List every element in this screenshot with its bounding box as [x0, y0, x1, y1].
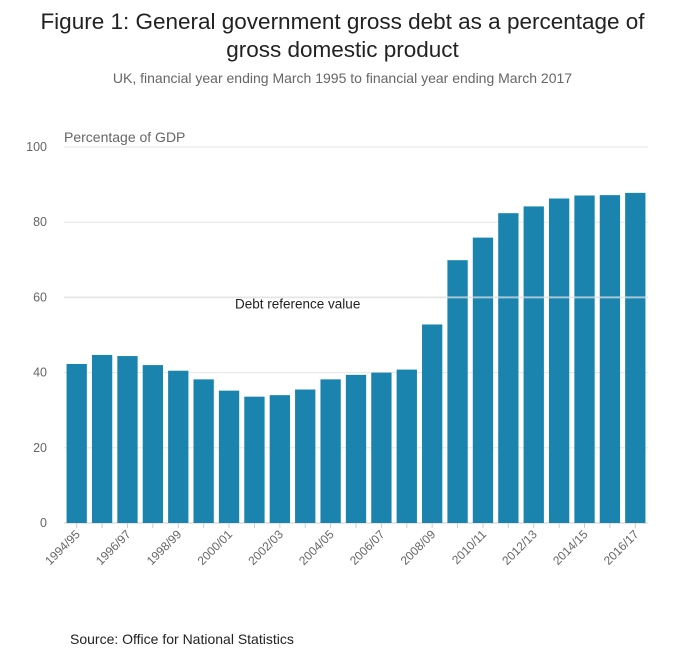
- x-tick-label: 2008/09: [398, 527, 439, 568]
- bar: [574, 195, 595, 523]
- bar: [345, 374, 367, 523]
- x-tick-label: 1994/95: [42, 527, 83, 568]
- bar: [117, 356, 138, 523]
- x-tick-label: 2016/17: [601, 527, 642, 568]
- bar: [295, 389, 316, 523]
- x-tick-label: 2000/01: [195, 527, 236, 568]
- bar: [599, 195, 621, 524]
- bar: [422, 324, 443, 523]
- bar: [193, 379, 214, 523]
- bar: [548, 198, 570, 523]
- y-axis-label: Percentage of GDP: [64, 129, 186, 145]
- bar: [142, 365, 164, 523]
- bar: [498, 213, 519, 523]
- x-tick-label: 2010/11: [449, 527, 489, 567]
- y-tick-label: 20: [33, 441, 47, 455]
- y-tick-label: 40: [33, 366, 47, 380]
- y-tick-label: 80: [33, 215, 47, 229]
- bar: [168, 370, 189, 523]
- bar: [66, 363, 87, 523]
- bar: [396, 369, 417, 523]
- chart-subtitle: UK, financial year ending March 1995 to …: [112, 70, 573, 86]
- bar: [625, 192, 646, 523]
- bar: [523, 206, 544, 523]
- bar: [371, 372, 392, 523]
- x-tick-label: 2004/05: [296, 527, 337, 568]
- reference-line-label: Debt reference value: [235, 296, 360, 311]
- bar-chart: 0 20 40 60 80 100 Debt reference value 1994/9…: [26, 140, 648, 568]
- reference-line-group: Debt reference value: [64, 296, 648, 311]
- x-axis-ticks: 1994/95 1996/97 1998/99 2000/01 2002/03 2004/…: [42, 523, 642, 568]
- bar: [244, 396, 265, 523]
- x-tick-label: 2002/03: [245, 527, 286, 568]
- y-tick-label: 60: [33, 290, 47, 304]
- x-tick-label: 2006/07: [347, 527, 388, 568]
- chart-title-line-2: gross domestic product: [226, 37, 459, 62]
- chart-title-line-1: Figure 1: General government gross debt …: [40, 9, 645, 34]
- y-axis-ticks: 0 20 40 60 80 100: [26, 140, 47, 530]
- x-tick-label: 2014/15: [550, 527, 591, 568]
- source-note: Source: Office for National Statistics: [70, 631, 294, 647]
- y-tick-label: 100: [26, 140, 47, 154]
- bar: [218, 390, 240, 523]
- x-tick-label: 2012/13: [499, 527, 540, 568]
- chart-title: Figure 1: General government gross debt …: [0, 8, 685, 64]
- bar: [472, 237, 494, 523]
- x-tick-label: 1996/97: [93, 527, 134, 568]
- bar: [269, 395, 290, 523]
- bar: [447, 260, 468, 523]
- y-tick-label: 0: [40, 516, 47, 530]
- bar: [91, 354, 113, 523]
- x-tick-label: 1998/99: [144, 527, 185, 568]
- bars: [66, 192, 646, 524]
- bar: [320, 379, 341, 523]
